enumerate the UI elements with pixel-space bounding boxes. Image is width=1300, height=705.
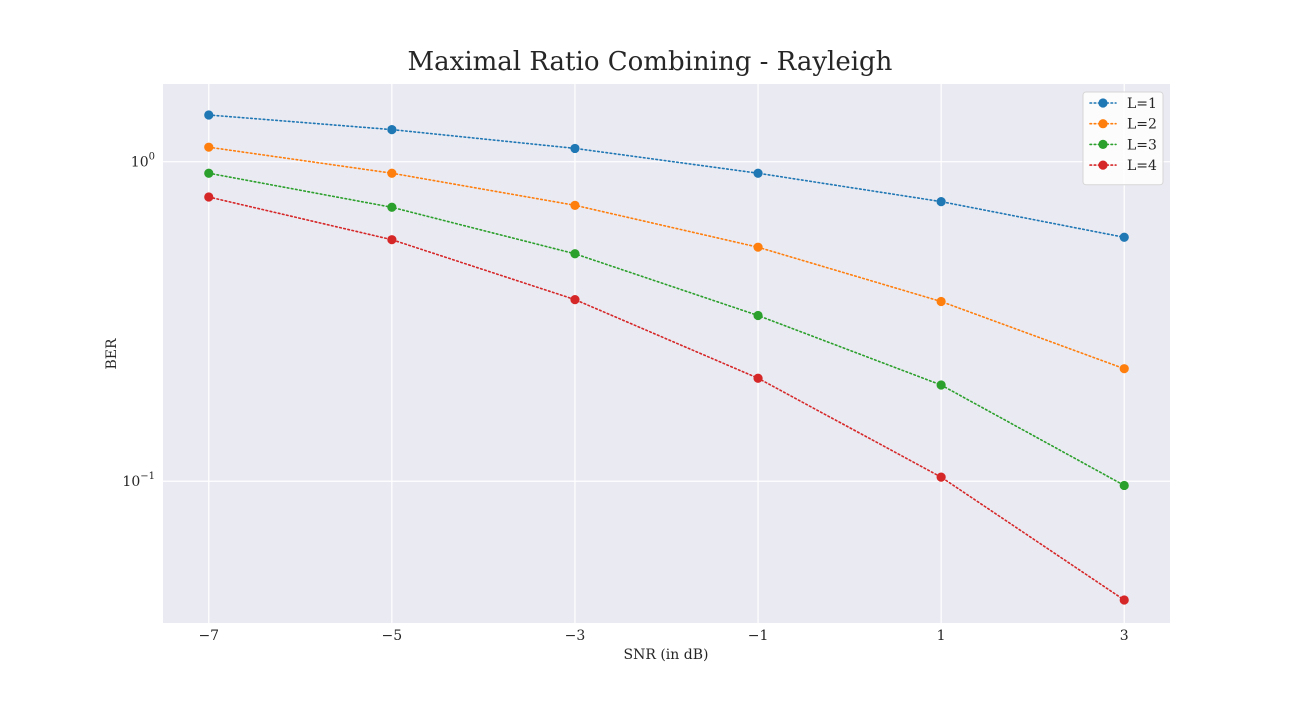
series-3	[204, 168, 1129, 491]
legend-label: L=3	[1127, 137, 1157, 153]
y-axis-label: BER	[104, 338, 120, 370]
legend-item: L=3	[1089, 137, 1157, 153]
data-point	[1119, 364, 1129, 374]
legend-label: L=2	[1127, 117, 1157, 133]
x-tick-label: 3	[1120, 628, 1129, 644]
data-point	[936, 296, 946, 307]
tick-labels: −7 −5 −3 −1 1 3 100 10−1	[122, 152, 1128, 644]
data-point	[204, 110, 214, 120]
series-line	[208, 146, 1125, 370]
series-line	[208, 196, 1125, 601]
data-point	[1119, 232, 1129, 242]
legend-item: L=1	[1089, 96, 1157, 112]
x-tick-label: 1	[937, 628, 946, 644]
data-point	[753, 373, 763, 383]
x-tick-label: −1	[748, 628, 769, 644]
legend-item: L=4	[1089, 158, 1157, 174]
data-point	[936, 196, 946, 207]
data-point	[204, 192, 214, 202]
legend-label: L=1	[1127, 96, 1157, 112]
series-line	[208, 172, 1125, 487]
data-point	[387, 124, 397, 135]
data-point	[570, 249, 580, 259]
data-point	[387, 168, 397, 178]
data-point	[570, 143, 580, 154]
data-point	[570, 200, 580, 210]
legend-label: L=4	[1127, 158, 1157, 174]
x-tick-label: −5	[382, 628, 403, 644]
data-point	[204, 142, 214, 152]
data-point	[753, 310, 763, 321]
data-point	[753, 168, 763, 178]
legend-marker	[1098, 119, 1108, 129]
legend-marker	[1098, 98, 1108, 108]
data-point	[387, 235, 397, 245]
series-layer	[204, 110, 1129, 605]
legend-marker	[1098, 139, 1108, 149]
chart-title: Maximal Ratio Combining - Rayleigh	[408, 47, 893, 77]
x-tick-label: −3	[565, 628, 586, 644]
data-point	[936, 380, 946, 390]
series-1	[204, 110, 1129, 242]
x-tick-label: −7	[198, 628, 219, 644]
x-axis-label: SNR (in dB)	[624, 647, 709, 663]
data-point	[1119, 480, 1129, 491]
data-point	[936, 472, 946, 482]
series-line	[208, 114, 1125, 239]
legend-item: L=2	[1089, 117, 1157, 133]
data-point	[204, 168, 214, 178]
series-4	[204, 192, 1129, 605]
legend: L=1 L=2 L=3 L=4	[1082, 91, 1164, 186]
y-tick-label: 100	[131, 152, 155, 171]
series-2	[204, 142, 1129, 374]
legend-marker	[1098, 160, 1108, 170]
data-point	[387, 202, 397, 212]
data-point	[753, 242, 763, 252]
plot-area	[163, 84, 1170, 623]
data-point	[1119, 595, 1129, 605]
y-tick-label: 10−1	[122, 471, 155, 490]
data-point	[570, 295, 580, 305]
